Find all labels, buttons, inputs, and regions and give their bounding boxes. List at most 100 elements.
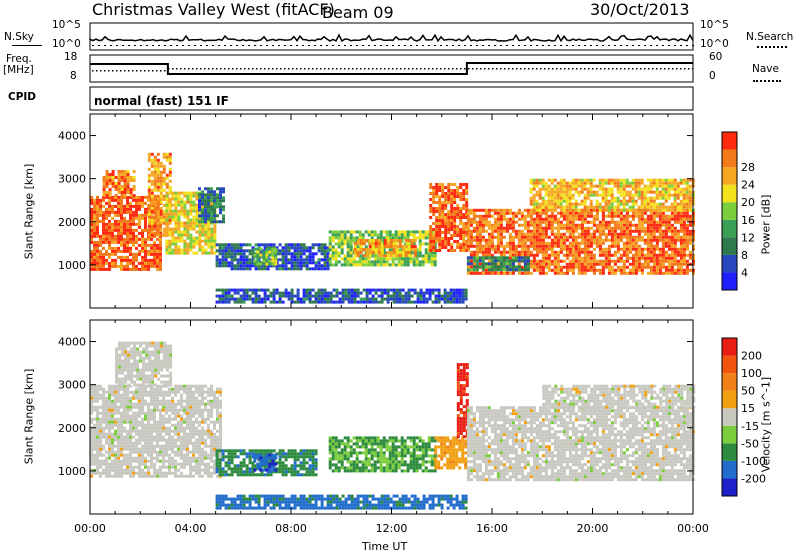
heatmap-cell xyxy=(607,247,611,251)
heatmap-cell xyxy=(646,238,650,242)
heatmap-cell xyxy=(96,441,99,445)
heatmap-cell xyxy=(201,224,205,228)
heatmap-cell xyxy=(410,300,414,304)
heatmap-cell xyxy=(213,230,217,234)
heatmap-cell xyxy=(514,235,518,239)
heatmap-cell xyxy=(682,187,686,191)
heatmap-cell xyxy=(520,217,524,221)
heatmap-cell xyxy=(652,178,656,182)
heatmap-cell xyxy=(586,268,590,272)
nsearch-dot xyxy=(206,45,208,46)
heatmap-cell xyxy=(156,224,160,228)
heatmap-cell xyxy=(655,253,659,257)
heatmap-cell xyxy=(242,297,246,301)
heatmap-cell xyxy=(245,291,249,295)
heatmap-cell xyxy=(670,214,674,218)
heatmap-cell xyxy=(472,238,476,242)
heatmap-cell xyxy=(529,211,533,215)
heatmap-cell xyxy=(278,291,282,295)
heatmap-cell xyxy=(328,230,332,234)
heatmap-cell xyxy=(177,218,181,222)
heatmap-cell xyxy=(370,254,374,258)
heatmap-cell xyxy=(162,227,166,231)
heatmap-cell xyxy=(263,297,267,301)
heatmap-cell xyxy=(105,438,108,442)
heatmap-cell xyxy=(634,181,638,185)
heatmap-cell xyxy=(649,184,653,188)
heatmap-cell xyxy=(517,259,521,263)
heatmap-cell xyxy=(337,239,341,243)
heatmap-cell xyxy=(429,204,433,207)
heatmap-cell xyxy=(538,226,542,230)
heatmap-cell xyxy=(613,211,617,215)
heatmap-cell xyxy=(667,238,671,242)
heatmap-cell xyxy=(210,248,214,252)
heatmap-cell xyxy=(105,411,108,415)
heatmap-cell xyxy=(616,208,620,212)
heatmap-cell xyxy=(105,426,108,430)
heatmap-cell xyxy=(323,252,327,256)
heatmap-cell xyxy=(284,255,288,259)
heatmap-cell xyxy=(613,199,617,203)
heatmap-cell xyxy=(141,246,144,250)
heatmap-cell xyxy=(120,222,123,226)
heatmap-cell xyxy=(311,246,315,250)
heatmap-cell xyxy=(589,187,593,191)
heatmap-cell xyxy=(643,256,647,260)
heatmap-cell xyxy=(365,254,369,257)
heatmap-cell xyxy=(90,438,93,442)
heatmap-cell xyxy=(114,261,117,265)
heatmap-cell xyxy=(583,196,587,200)
heatmap-cell xyxy=(99,213,102,217)
heatmap-cell xyxy=(640,190,644,194)
heatmap-cell xyxy=(162,164,166,168)
heatmap-cell xyxy=(102,219,105,223)
heatmap-cell xyxy=(153,258,156,262)
heatmap-cell xyxy=(413,254,417,257)
heatmap-cell xyxy=(670,262,674,266)
heatmap-cell xyxy=(646,223,650,227)
heatmap-cell xyxy=(571,193,575,197)
heatmap-cell xyxy=(201,227,205,231)
heatmap-cell xyxy=(218,243,222,247)
heatmap-cell xyxy=(201,208,204,212)
heatmap-cell xyxy=(159,233,163,237)
heatmap-cell xyxy=(628,199,632,203)
heatmap-cell xyxy=(517,217,521,221)
heatmap-cell xyxy=(586,187,590,191)
heatmap-cell xyxy=(171,194,175,198)
heatmap-cell xyxy=(195,212,199,216)
heatmap-cell xyxy=(652,250,656,254)
heatmap-cell xyxy=(462,222,466,225)
heatmap-cell xyxy=(616,211,620,215)
heatmap-cell xyxy=(407,254,411,257)
heatmap-cell xyxy=(171,239,175,243)
heatmap-cell xyxy=(652,211,656,215)
heatmap-cell xyxy=(263,267,267,271)
heatmap-cell xyxy=(385,233,389,237)
heatmap-cell xyxy=(415,257,419,261)
heatmap-cell xyxy=(251,261,255,265)
heatmap-cell xyxy=(490,241,494,245)
heatmap-cell xyxy=(275,300,279,304)
heatmap-cell xyxy=(397,248,401,252)
heatmap-cell xyxy=(215,255,219,259)
heatmap-cell xyxy=(580,235,584,239)
heatmap-cell xyxy=(350,300,354,304)
heatmap-cell xyxy=(589,184,593,188)
heatmap-cell xyxy=(150,233,154,237)
heatmap-cell xyxy=(293,300,297,304)
heatmap-cell xyxy=(643,217,647,221)
heatmap-cell xyxy=(341,297,345,301)
heatmap-cell xyxy=(368,248,372,251)
heatmap-cell xyxy=(210,239,214,243)
heatmap-cell xyxy=(685,208,689,212)
nave-dot xyxy=(368,68,370,70)
heatmap-cell xyxy=(520,265,524,269)
heatmap-cell xyxy=(640,181,644,185)
heatmap-cell xyxy=(444,195,448,198)
heatmap-cell xyxy=(129,237,132,241)
heatmap-cell xyxy=(120,194,124,197)
heatmap-cell xyxy=(616,220,620,224)
heatmap-cell xyxy=(221,300,225,304)
